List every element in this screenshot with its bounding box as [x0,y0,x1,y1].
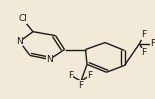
Text: Cl: Cl [18,14,27,23]
Text: F: F [151,39,155,48]
Text: N: N [16,37,23,46]
Text: N: N [46,55,53,64]
Text: F: F [68,71,73,80]
Text: F: F [142,30,147,39]
Text: F: F [78,81,84,90]
Text: F: F [142,48,147,57]
Text: F: F [87,71,93,80]
